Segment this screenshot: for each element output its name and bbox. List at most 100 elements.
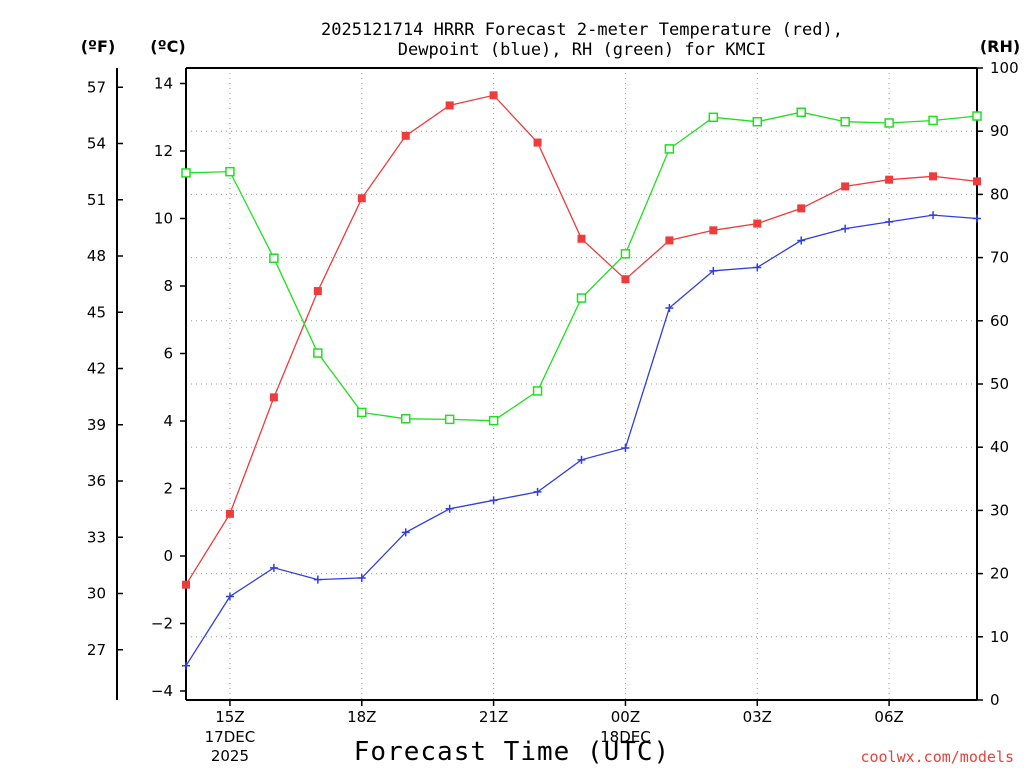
celsius-tick-label: 4 <box>163 412 173 430</box>
celsius-tick-label: 12 <box>154 142 173 160</box>
celsius-tick-label: 2 <box>163 480 173 498</box>
rh-point <box>532 386 543 396</box>
rh-point <box>796 107 806 117</box>
x-tick-date-label: 2025 <box>211 747 249 765</box>
rh-point <box>400 414 411 424</box>
dewpoint-point <box>885 217 894 226</box>
fahrenheit-tick-label: 57 <box>87 78 106 96</box>
temperature-point <box>753 219 762 228</box>
temperature-point <box>621 275 630 284</box>
fahrenheit-tick-label: 36 <box>87 472 106 490</box>
rh-tick-label: 0 <box>990 691 1000 709</box>
x-tick-label: 15Z <box>215 708 244 726</box>
dewpoint-point <box>973 214 981 223</box>
dewpoint-point <box>225 592 234 601</box>
data-series <box>181 91 982 670</box>
fahrenheit-unit-label: (ºF) <box>81 37 116 56</box>
rh-point <box>972 111 982 121</box>
temperature-point <box>929 172 938 181</box>
fahrenheit-tick-label: 54 <box>87 135 106 153</box>
celsius-tick-label: 10 <box>154 210 173 228</box>
dewpoint-point <box>665 303 674 312</box>
dewpoint-point <box>401 528 410 537</box>
rh-point <box>269 253 279 263</box>
dewpoint-point <box>929 211 938 220</box>
dewpoint-point <box>841 224 850 233</box>
rh-point <box>840 116 850 127</box>
rh-point <box>752 116 763 127</box>
rh-tick-label: 80 <box>990 185 1009 203</box>
dewpoint-line <box>185 214 978 667</box>
temperature-point <box>445 101 454 110</box>
series-temperature <box>182 91 981 589</box>
fahrenheit-tick-label: 27 <box>87 641 106 659</box>
chart-title: 2025121714 HRRR Forecast 2-meter Tempera… <box>321 20 843 60</box>
x-tick-label: 03Z <box>743 708 772 726</box>
temperature-point <box>489 91 498 100</box>
temperature-point <box>313 287 322 296</box>
celsius-tick-label: 6 <box>163 345 173 363</box>
rh-tick-label: 30 <box>990 501 1009 519</box>
dewpoint-point <box>489 496 498 505</box>
x-tick-label: 21Z <box>479 708 508 726</box>
rh-point <box>444 414 455 425</box>
fahrenheit-tick-label: 42 <box>87 360 106 378</box>
rh-tick-label: 50 <box>990 375 1009 393</box>
dewpoint-point <box>533 487 542 496</box>
dewpoint-point <box>621 444 630 452</box>
fahrenheit-tick-label: 51 <box>87 191 106 209</box>
temperature-line <box>185 94 978 586</box>
dewpoint-point <box>445 504 454 513</box>
rh-tick-label: 90 <box>990 122 1009 140</box>
temperature-point <box>973 177 981 186</box>
rh-tick-label: 100 <box>990 59 1019 77</box>
rh-point <box>664 144 675 154</box>
temperature-point <box>577 234 586 243</box>
x-tick-date-label: 18DEC <box>600 728 651 746</box>
x-tick-label: 18Z <box>347 708 376 726</box>
rh-unit-label: (RH) <box>980 37 1020 56</box>
grid-lines <box>186 68 977 700</box>
temperature-point <box>709 226 718 235</box>
chart-title-line-1: 2025121714 HRRR Forecast 2-meter Tempera… <box>321 20 843 40</box>
x-axis-title: Forecast Time (UTC) <box>354 737 670 767</box>
fahrenheit-tick-label: 39 <box>87 416 106 434</box>
x-tick-label: 06Z <box>874 708 903 726</box>
source-credit: coolwx.com/models <box>860 748 1014 766</box>
temperature-point <box>841 182 850 191</box>
dewpoint-point <box>577 455 586 464</box>
dewpoint-point <box>182 661 190 670</box>
temperature-point <box>269 393 278 402</box>
rh-tick-label: 20 <box>990 565 1009 583</box>
celsius-unit-label: (ºC) <box>150 37 185 56</box>
rh-tick-label: 70 <box>990 249 1009 267</box>
celsius-tick-label: −2 <box>151 615 173 633</box>
rh-tick-label: 60 <box>990 312 1009 330</box>
dewpoint-point <box>753 263 762 272</box>
dewpoint-point <box>313 575 322 584</box>
rh-point <box>357 407 367 418</box>
rh-point <box>488 415 499 426</box>
chart-title-line-2: Dewpoint (blue), RH (green) for KMCI <box>398 40 766 60</box>
fahrenheit-tick-label: 48 <box>87 247 106 265</box>
rh-point <box>708 112 719 123</box>
series-dewpoint <box>182 211 981 670</box>
rh-point <box>884 118 894 128</box>
temperature-point <box>225 509 234 518</box>
rh-tick-label: 40 <box>990 438 1009 456</box>
temperature-point <box>401 131 410 140</box>
temperature-point <box>182 580 190 589</box>
fahrenheit-tick-label: 33 <box>87 528 106 546</box>
celsius-tick-label: −4 <box>151 682 173 700</box>
celsius-tick-label: 8 <box>163 277 173 295</box>
x-tick-date-label: 17DEC <box>205 728 256 746</box>
rh-point <box>225 166 235 177</box>
temperature-point <box>533 138 542 147</box>
rh-point <box>928 115 938 126</box>
series-rh <box>181 107 982 426</box>
dewpoint-point <box>269 563 278 572</box>
rh-point <box>181 168 191 178</box>
rh-point <box>576 293 587 303</box>
fahrenheit-tick-label: 30 <box>87 585 106 603</box>
